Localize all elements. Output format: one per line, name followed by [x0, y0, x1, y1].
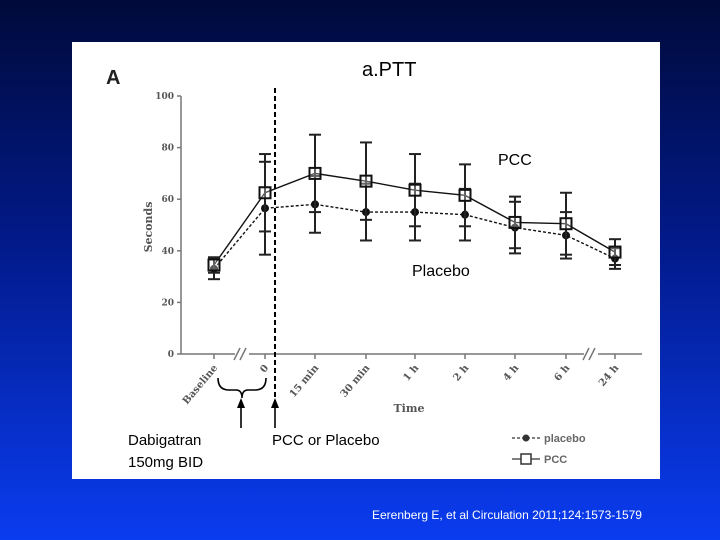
data-point-pcc [308, 166, 322, 180]
legend-marker-circle [522, 434, 530, 442]
y-tick-label: 60 [161, 195, 174, 205]
legend-label-placebo: placebo [544, 433, 586, 445]
series-pcc [207, 133, 622, 274]
legend-item-pcc: PCC [512, 453, 567, 466]
y-tick-label: 40 [161, 247, 174, 257]
x-tick-label: 24 h [597, 362, 622, 389]
x-axis-line [181, 347, 642, 361]
dose-label-line1: Dabigatran [128, 432, 201, 449]
data-point-pcc [258, 186, 272, 200]
series-layer [207, 133, 622, 281]
y-tick-label: 100 [155, 92, 174, 102]
data-point-pcc [359, 174, 373, 188]
axis-break-mark [588, 347, 596, 361]
error-bar [609, 238, 621, 266]
axes: 0 20 40 60 80 100 Baseline 0 15 min 30 min 1 h 2 h… [155, 92, 642, 407]
x-tick-label: 0 [258, 363, 271, 375]
citation: Eerenberg E, et al Circulation 2011;124:… [372, 508, 642, 522]
axis-break-mark [582, 347, 590, 361]
x-tick-label: 1 h [401, 362, 421, 383]
error-bar [509, 195, 521, 250]
dose-label-line2: 150mg BID [128, 454, 203, 471]
legend-item-placebo: placebo [512, 433, 586, 445]
x-axis-label: Time [393, 402, 424, 415]
error-bar [309, 133, 321, 214]
x-tick-label: 2 h [451, 362, 471, 383]
pcc-annotation: PCC [498, 152, 532, 169]
y-tick-label: 80 [161, 144, 174, 154]
data-point-pcc [458, 188, 472, 202]
legend: placebo PCC [512, 433, 586, 466]
axis-break-mark [233, 347, 241, 361]
data-point-pcc [408, 183, 422, 197]
x-tick-label: 6 h [552, 362, 572, 383]
infusion-arrow-icon [271, 398, 279, 428]
x-tick-label: 4 h [501, 362, 521, 383]
legend-label-pcc: PCC [544, 454, 567, 466]
y-axis-label: Seconds [142, 202, 155, 253]
chart-title: a.PTT [362, 59, 416, 81]
chart-panel: A a.PTT 0 20 40 60 80 100 Baseline 0 15 min 30 m… [72, 42, 660, 479]
infusion-label: PCC or Placebo [272, 432, 380, 449]
error-bar [360, 141, 372, 221]
dosing-brace [217, 377, 267, 399]
apt-chart: A a.PTT 0 20 40 60 80 100 Baseline 0 15 min 30 m… [106, 59, 642, 471]
placebo-annotation: Placebo [412, 263, 470, 280]
error-bar [259, 153, 271, 233]
x-tick-label: 15 min [288, 362, 322, 400]
error-bar [560, 191, 572, 256]
dosing-arrow-icon [237, 398, 245, 428]
data-point-pcc [608, 245, 622, 259]
axis-break-mark [239, 347, 247, 361]
error-bar [409, 153, 421, 228]
y-tick-label: 0 [168, 350, 174, 360]
data-point-pcc [508, 215, 522, 229]
y-tick-label: 20 [161, 298, 174, 308]
panel-label: A [106, 67, 120, 89]
series-line [213, 203, 616, 270]
error-bar [459, 163, 471, 228]
data-point-pcc [207, 258, 221, 272]
x-tick-label: Baseline [181, 363, 220, 407]
legend-marker-square [520, 453, 532, 465]
x-tick-label: 30 min [339, 362, 373, 400]
data-point-pcc [559, 217, 573, 231]
y-ticks: 0 20 40 60 80 100 [155, 92, 181, 360]
x-ticks: Baseline 0 15 min 30 min 1 h 2 h 4 h 6 h 24 h [181, 354, 622, 407]
